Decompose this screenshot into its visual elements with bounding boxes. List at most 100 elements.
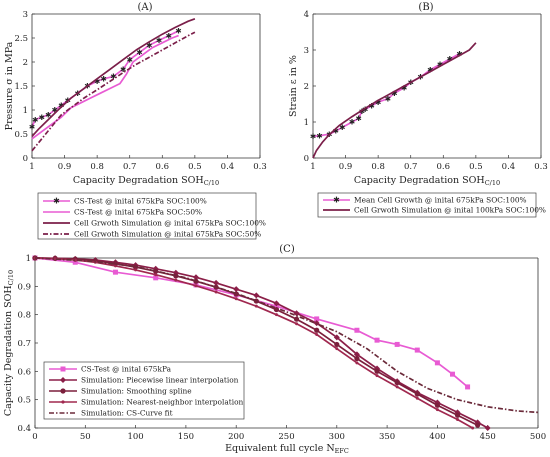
y-tick-label: 0 [23,154,28,164]
y-tick-label: 1 [23,106,28,116]
y-tick-label: 0.7 [17,339,31,349]
data-point: ✱ [146,41,153,50]
panel-c-chart: (C) 0 50 100 150 200 250 300 350 400 450 500 0.4 0.… [3,244,546,455]
data-point [192,274,199,281]
legend-c-item-smoothing: Simulation: Smoothing spline [49,387,192,396]
svg-text:Cell Grwoth Simulation @ inita: Cell Grwoth Simulation @ inital 675kPa S… [74,219,266,228]
panel-b-legend: ✱ Mean Cell Growth @ inital 675kPa SOC:1… [317,192,546,218]
data-point: ✱ [368,102,375,111]
svg-text:Cell Grwoth Simulation @ inita: Cell Grwoth Simulation @ inital 100kPa S… [354,206,546,215]
data-point [254,304,258,308]
data-point [314,316,320,322]
svg-text:Mean Cell Growth @ inital 675k: Mean Cell Growth @ inital 675kPa SOC:100… [354,196,527,205]
panel-c-title: (C) [279,244,295,255]
data-point [174,278,178,282]
y-tick-label: 1 [304,118,309,128]
data-point: ✱ [447,55,454,64]
data-point: ✱ [45,111,52,120]
legend-c-item-cs: CS-Test @ inital 675kPa [49,365,172,374]
series-line-c-1 [34,257,489,429]
x-tick-label: 1 [29,162,34,172]
y-tick-label: 0.6 [17,367,31,377]
svg-text:CS-Test @ inital 675kPa SOC:50: CS-Test @ inital 675kPa SOC:50% [74,208,202,217]
y-tick-label: 1 [26,254,31,264]
svg-text:CS-Test @ inital 675kPa SOC:10: CS-Test @ inital 675kPa SOC:100% [74,197,207,206]
panel-a-legend: ✱ CS-Test @ inital 675kPa SOC:100% CS-Te… [37,192,266,240]
x-tick-label: 0.8 [371,162,385,172]
legend-b-item-mean: ✱ Mean Cell Growth @ inital 675kPa SOC:1… [323,196,527,205]
x-tick-label: 150 [178,432,194,442]
series-line-b-0 [312,52,461,138]
panel-b-title: (B) [418,2,433,13]
data-point: ✱ [349,118,356,127]
data-point: ✱ [355,114,362,123]
x-tick-label: 1 [310,162,315,172]
x-tick-label: 0.8 [90,162,104,172]
y-tick-label: 0.5 [17,396,31,406]
x-tick-label: 0.3 [253,162,267,172]
panel-b-series: ✱ ✱ ✱ ✱ ✱✱ ✱✱✱ ✱ ✱ ✱✱✱✱✱✱✱✱✱ [310,42,477,159]
data-point [133,264,139,270]
data-point: ✱ [166,31,173,40]
data-point [449,371,455,377]
data-point: ✱ [120,65,127,74]
y-tick-label: 2 [304,82,309,92]
y-tick-label: 3 [23,10,28,20]
data-point [435,408,439,412]
x-tick-label: 0.6 [437,162,451,172]
y-tick-label: 0.5 [14,130,28,140]
data-point [274,313,278,317]
data-point [465,384,471,390]
data-point [374,337,380,343]
data-point [72,259,78,265]
svg-text:✱: ✱ [333,196,340,205]
panel-b-x-label: Capacity Degradation SOHC/10 [354,175,500,187]
panel-b-y-ticks: 0 1 2 3 4 [304,10,316,164]
y-tick-label: 2 [23,58,28,68]
data-point [194,284,198,288]
panel-c-series [32,255,539,431]
x-tick-label: 0 [32,432,37,442]
x-tick-label: 0.9 [58,162,72,172]
data-point [293,316,300,322]
legend-a-item-sim-50: Cell Grwoth Simulation @ inital 675kPa S… [43,230,261,239]
y-tick-label: 0.9 [17,282,31,292]
x-tick-label: 300 [329,432,345,442]
x-tick-label: 350 [379,432,395,442]
data-point: ✱ [52,106,59,115]
panel-a-x-label: Capacity Degradation SOHC/10 [73,175,219,187]
data-point: ✱ [310,132,317,141]
series-line-a-0 [31,30,179,128]
data-point: ✱ [427,66,434,75]
data-point [394,380,400,386]
panel-b-legend-box [317,192,537,218]
data-point: ✱ [175,27,182,36]
data-point [233,286,240,293]
data-point: ✱ [58,101,65,110]
data-point [234,297,238,301]
data-point: ✱ [156,36,163,45]
legend-c-item-nearest: Simulation: Nearest-neighbor interpolati… [49,398,244,407]
panel-a-legend-box [37,192,257,240]
y-tick-label: 2.5 [14,34,28,44]
panel-c-x-label: Equivalent full cycle NEFC [225,443,349,455]
svg-text:✱: ✱ [53,197,60,206]
x-tick-label: 250 [278,432,294,442]
data-point [154,273,158,277]
x-tick-label: 400 [429,432,445,442]
svg-text:Simulation: CS-Curve fit: Simulation: CS-Curve fit [81,409,173,418]
data-point [273,300,280,307]
data-point [315,333,319,336]
data-point [355,361,359,365]
data-point [475,422,481,428]
data-point: ✱ [94,77,101,86]
x-tick-label: 0.5 [188,162,202,172]
svg-text:Simulation: Piecewise linear i: Simulation: Piecewise linear interpolati… [81,376,239,385]
data-point [375,374,379,378]
data-point: ✱ [385,94,392,103]
data-point [484,425,491,431]
data-point [394,341,400,347]
data-point [134,268,138,272]
